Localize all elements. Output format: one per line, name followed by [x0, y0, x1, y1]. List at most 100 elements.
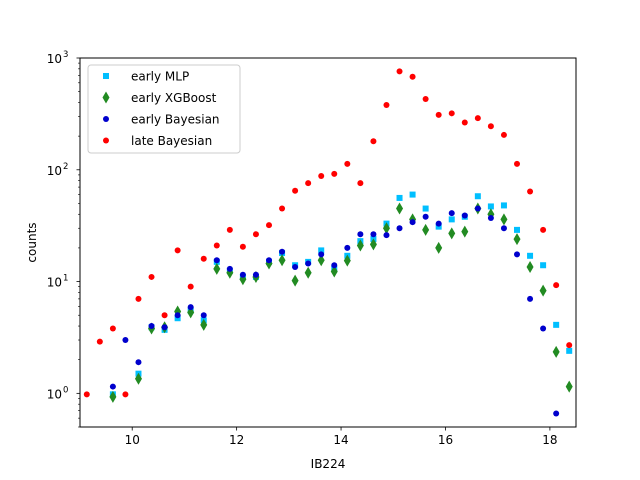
data-point: [409, 219, 416, 226]
data-point: [514, 226, 521, 233]
data-point: [109, 325, 116, 332]
data-point: [239, 243, 246, 250]
data-point: [279, 205, 286, 212]
y-tick-label: 10: [47, 52, 62, 66]
legend-label: late Bayesian: [131, 134, 212, 148]
data-point: [552, 345, 560, 358]
data-point: [396, 194, 403, 201]
data-point: [487, 203, 494, 210]
data-point: [344, 244, 351, 251]
y-tick-label: 10: [47, 276, 62, 290]
data-point: [174, 315, 181, 322]
data-point: [344, 160, 351, 167]
data-point: [318, 251, 325, 258]
data-point: [331, 170, 338, 177]
data-point: [565, 380, 573, 393]
data-point: [305, 260, 312, 267]
data-point: [356, 239, 364, 252]
data-point: [369, 238, 377, 251]
data-point: [226, 226, 233, 233]
data-point: [317, 254, 325, 267]
data-point: [343, 254, 351, 267]
data-point: [396, 225, 403, 232]
data-point: [383, 101, 390, 108]
series-3: [83, 68, 573, 398]
data-point: [252, 271, 259, 278]
series-1: [109, 202, 573, 403]
data-point: [187, 283, 194, 290]
data-point: [279, 248, 286, 255]
data-point: [566, 342, 573, 349]
data-point: [526, 260, 534, 273]
legend-label: early Bayesian: [131, 113, 220, 127]
data-point: [409, 191, 416, 198]
data-point: [161, 324, 168, 331]
data-point: [461, 212, 468, 219]
data-point: [422, 95, 429, 102]
data-point: [135, 295, 142, 302]
x-tick-label: 10: [125, 433, 140, 447]
data-point: [330, 265, 338, 278]
data-point: [500, 225, 507, 232]
data-point: [370, 231, 377, 238]
x-axis: 10 12 14 16 18: [125, 427, 558, 447]
data-point: [448, 216, 455, 223]
data-point: [422, 213, 429, 220]
data-point: [318, 172, 325, 179]
data-point: [187, 304, 194, 311]
data-point: [252, 231, 259, 238]
plot-frame: [79, 57, 577, 428]
data-point: [148, 323, 155, 330]
data-point: [461, 225, 469, 238]
data-point: [278, 254, 286, 267]
data-point: [122, 391, 129, 398]
data-point: [266, 222, 273, 229]
data-point: [553, 410, 560, 417]
data-point: [135, 359, 142, 366]
data-point: [527, 252, 534, 259]
data-point: [500, 213, 508, 226]
data-point: [514, 160, 521, 167]
data-point: [540, 262, 547, 269]
data-point: [422, 223, 430, 236]
data-point: [331, 262, 338, 269]
data-point: [200, 312, 207, 319]
data-point: [109, 383, 116, 390]
data-point: [527, 188, 534, 195]
series-2: [109, 205, 560, 417]
data-point: [370, 138, 377, 145]
x-tick-label: 12: [229, 433, 244, 447]
plot-area: [83, 68, 573, 417]
data-point: [539, 284, 547, 297]
data-point: [266, 257, 273, 264]
data-point: [213, 262, 221, 275]
data-point: [213, 257, 220, 264]
data-point: [134, 372, 142, 385]
legend-marker: [102, 91, 110, 104]
data-point: [435, 220, 442, 227]
data-point: [513, 233, 521, 246]
data-point: [383, 232, 390, 239]
legend-label: early XGBoost: [131, 91, 217, 105]
data-point: [200, 255, 207, 262]
x-axis-label: IB224: [311, 457, 346, 471]
data-point: [474, 205, 481, 212]
data-point: [487, 123, 494, 130]
data-point: [422, 205, 429, 212]
data-point: [487, 215, 494, 222]
data-point: [357, 180, 364, 187]
y-tick-label: 10: [47, 164, 62, 178]
data-point: [409, 73, 416, 80]
legend-marker: [103, 116, 109, 122]
data-point: [553, 321, 560, 328]
legend-marker: [103, 137, 109, 144]
y-tick-exponent: 2: [63, 162, 68, 172]
data-point: [305, 180, 312, 187]
data-point: [239, 271, 246, 278]
data-point: [500, 202, 507, 209]
data-point: [213, 242, 220, 249]
data-point: [396, 68, 403, 75]
data-point: [318, 247, 325, 254]
data-point: [174, 312, 181, 319]
